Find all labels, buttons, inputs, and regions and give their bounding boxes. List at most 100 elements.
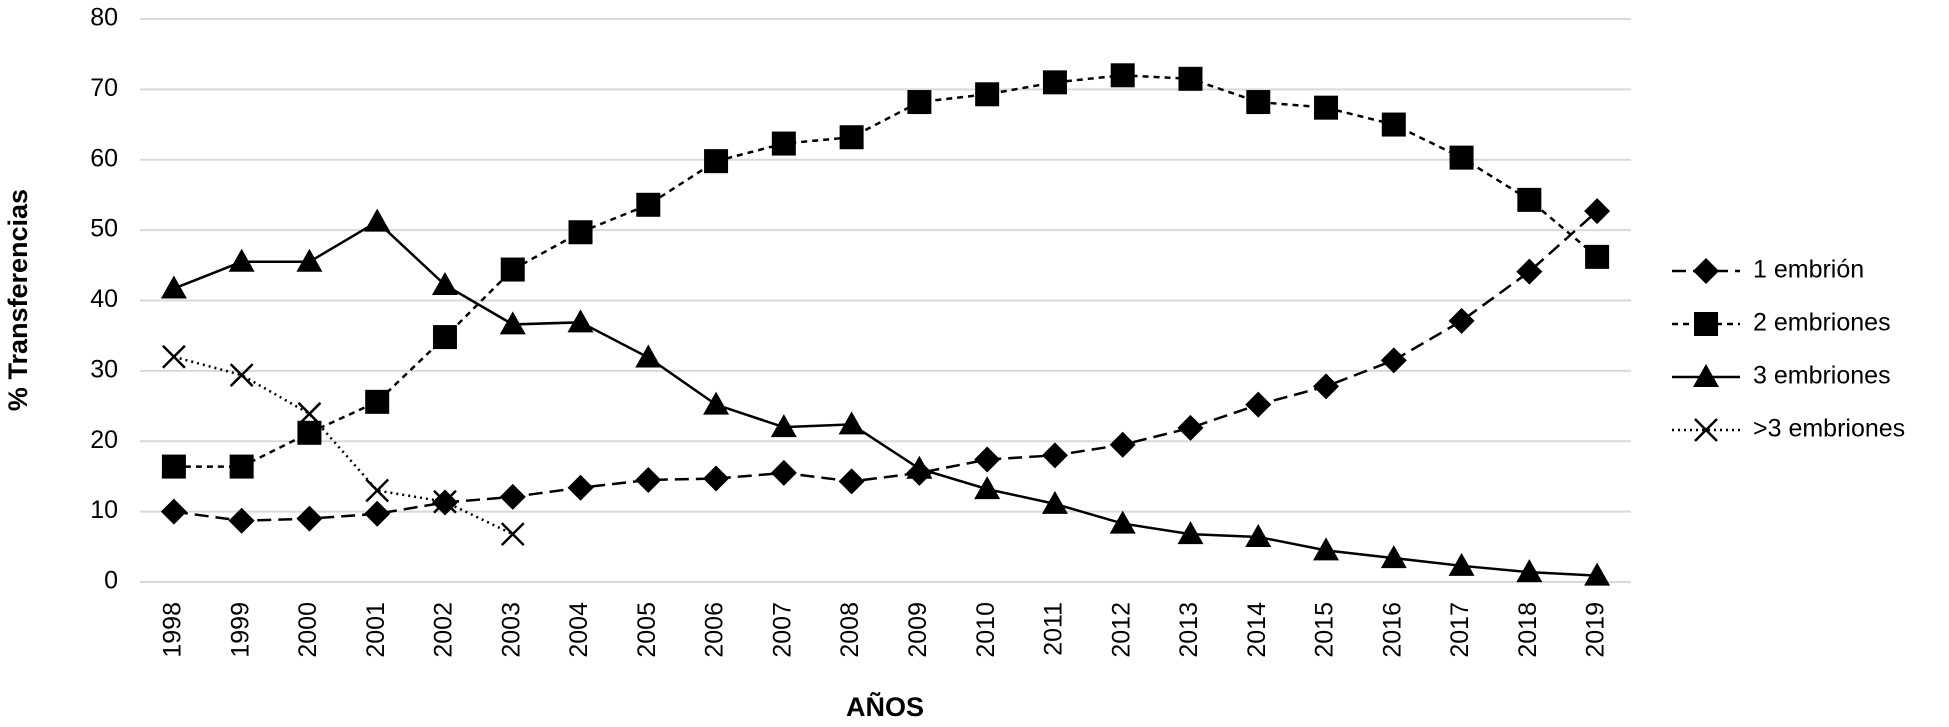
marker	[1516, 559, 1543, 583]
marker	[974, 476, 1001, 500]
x-tick-label: 2006	[701, 602, 729, 658]
marker	[1041, 490, 1068, 514]
marker	[1110, 63, 1135, 88]
marker	[1380, 347, 1407, 374]
marker	[1245, 391, 1272, 418]
x-tick-label: 2000	[294, 602, 322, 658]
x-tick-label: 2016	[1378, 602, 1406, 658]
marker	[296, 505, 323, 532]
series-line	[173, 355, 514, 536]
y-tick-label: 40	[90, 285, 118, 313]
marker	[770, 459, 797, 486]
marker	[838, 468, 865, 495]
marker	[365, 389, 390, 414]
x-tick-label: 2012	[1107, 602, 1135, 658]
marker	[1584, 198, 1611, 225]
x-tick-label: 2004	[565, 602, 593, 658]
marker	[433, 489, 457, 514]
marker	[770, 414, 797, 438]
x-tick-label: 2003	[497, 602, 525, 658]
y-axis-label: % Transferencias	[3, 189, 33, 411]
marker	[975, 82, 1000, 107]
x-tick-label: 2013	[1175, 602, 1203, 658]
marker	[1313, 537, 1340, 561]
y-tick-label: 50	[90, 215, 118, 243]
marker	[364, 208, 391, 232]
x-tick-label: 2019	[1582, 602, 1610, 658]
marker	[432, 325, 457, 350]
legend-label: 2 embriones	[1753, 309, 1891, 337]
marker	[839, 125, 864, 150]
marker	[704, 149, 729, 174]
marker	[296, 248, 323, 272]
x-tick-label: 2015	[1311, 602, 1339, 658]
marker	[1177, 414, 1204, 441]
marker	[1042, 70, 1067, 95]
x-tick-label: 2018	[1514, 602, 1542, 658]
marker	[635, 466, 662, 493]
marker	[567, 309, 594, 333]
marker	[1041, 442, 1068, 469]
y-tick-label: 70	[90, 74, 118, 102]
x-tick-label: 2011	[1040, 602, 1068, 656]
marker	[499, 311, 526, 335]
marker	[1109, 510, 1136, 534]
marker	[568, 220, 593, 245]
marker	[907, 90, 932, 115]
marker	[160, 498, 187, 525]
marker	[1448, 307, 1475, 334]
series-line	[173, 74, 1598, 468]
marker	[500, 522, 525, 547]
x-tick-label: 1998	[158, 602, 186, 658]
marker	[431, 272, 458, 296]
x-tick-label: 2009	[904, 602, 932, 658]
legend-label: 3 embriones	[1753, 362, 1891, 390]
marker	[703, 391, 730, 415]
marker	[229, 363, 254, 387]
legend-label: >3 embriones	[1753, 415, 1905, 443]
legend-marker	[1694, 312, 1718, 336]
marker	[974, 446, 1001, 473]
marker	[771, 131, 796, 156]
marker	[228, 248, 255, 272]
marker	[1245, 523, 1272, 547]
marker	[636, 192, 661, 217]
x-tick-label: 2008	[836, 602, 864, 658]
marker	[229, 454, 254, 479]
marker	[1517, 187, 1542, 212]
marker	[365, 478, 390, 503]
x-axis-label: AÑOS	[846, 691, 924, 722]
x-tick-label: 2017	[1446, 602, 1474, 658]
marker	[1584, 562, 1611, 586]
marker	[567, 474, 594, 501]
y-tick-label: 20	[90, 426, 118, 454]
marker	[703, 465, 730, 492]
marker	[160, 275, 187, 299]
legend-marker	[1693, 364, 1719, 387]
marker	[1381, 112, 1406, 137]
legend-marker	[1694, 418, 1718, 442]
legend-marker	[1693, 258, 1719, 284]
series-line	[173, 210, 1598, 523]
marker	[1178, 66, 1203, 91]
marker	[1449, 145, 1474, 170]
marker	[906, 455, 933, 479]
marker	[838, 411, 865, 435]
x-tick-label: 2010	[972, 602, 1000, 658]
marker	[1314, 95, 1339, 120]
marker	[297, 401, 322, 426]
y-tick-label: 30	[90, 355, 118, 383]
y-tick-label: 10	[90, 496, 118, 524]
marker	[1585, 244, 1610, 269]
marker	[499, 483, 526, 510]
series-line	[173, 220, 1598, 577]
legend-label: 1 embrión	[1753, 256, 1864, 284]
y-tick-label: 80	[90, 4, 118, 32]
marker	[1448, 552, 1475, 576]
marker	[162, 344, 186, 369]
marker	[297, 420, 322, 445]
x-tick-label: 2001	[362, 602, 390, 658]
marker	[364, 500, 391, 527]
y-tick-label: 0	[104, 567, 118, 595]
